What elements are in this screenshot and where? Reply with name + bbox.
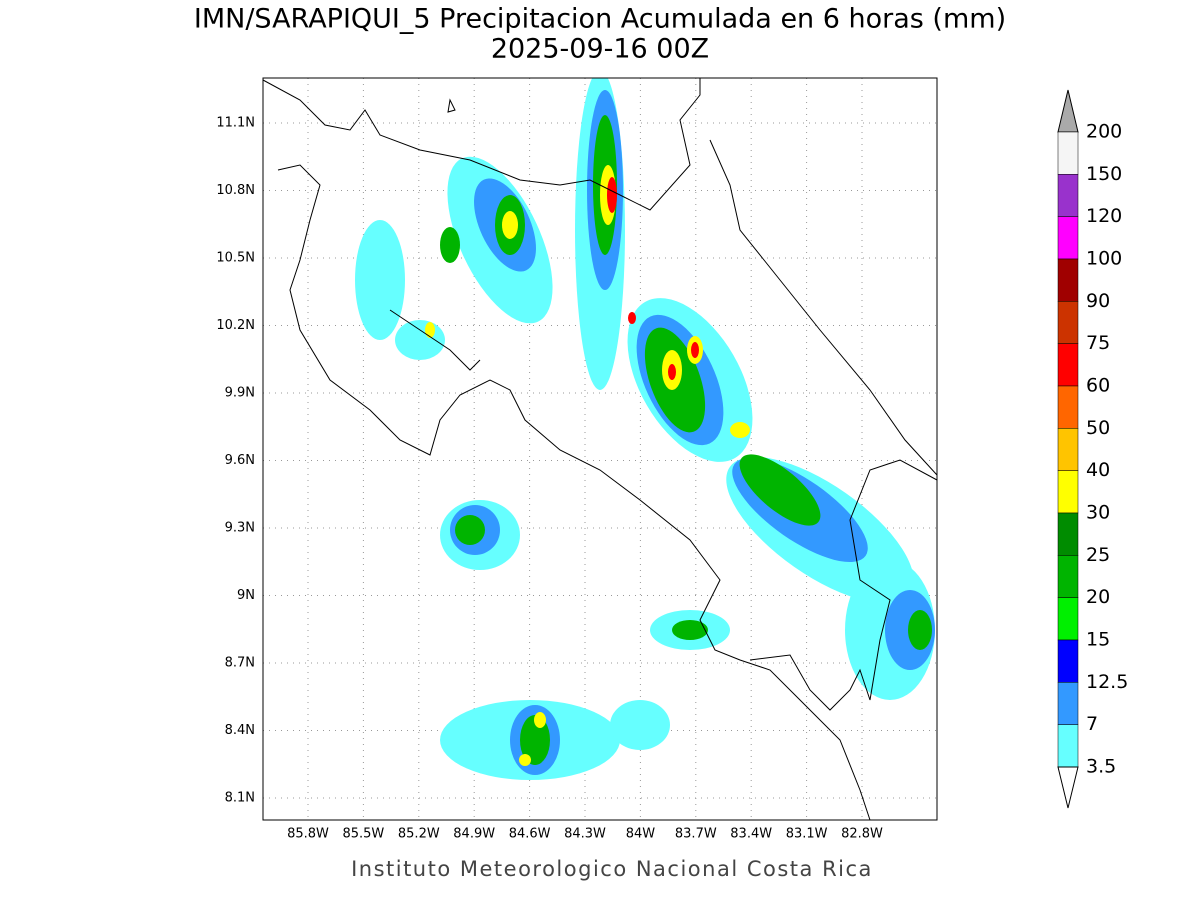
colorbar-box — [1057, 724, 1079, 768]
lat-label: 10.5N — [216, 251, 255, 266]
colorbar-label: 3.5 — [1086, 756, 1116, 778]
colorbar-label: 7 — [1086, 713, 1098, 735]
lat-label: 9N — [237, 588, 255, 603]
colorbar-label: 90 — [1086, 290, 1110, 312]
lon-label: 84.9W — [453, 827, 495, 842]
map-area — [263, 78, 937, 820]
colorbar-label: 120 — [1086, 205, 1122, 227]
lon-label: 85.8W — [287, 827, 329, 842]
colorbar-label: 150 — [1086, 163, 1122, 185]
colorbar-box — [1057, 512, 1079, 556]
lon-label: 85.2W — [398, 827, 440, 842]
map-frame — [262, 77, 938, 821]
colorbar-label: 40 — [1086, 459, 1110, 481]
colorbar-over — [1057, 89, 1079, 133]
colorbar-label: 15 — [1086, 629, 1110, 651]
lon-label: 83.1W — [786, 827, 828, 842]
colorbar-box — [1057, 216, 1079, 260]
lon-label: 83.4W — [730, 827, 772, 842]
colorbar-box — [1057, 131, 1079, 175]
colorbar-box — [1057, 174, 1079, 217]
lat-label: 8.7N — [225, 656, 255, 671]
lon-label: 82.8W — [841, 827, 883, 842]
lat-label: 9.6N — [225, 453, 255, 468]
colorbar-box — [1057, 470, 1079, 514]
colorbar-label: 12.5 — [1086, 671, 1128, 693]
lat-label: 10.2N — [216, 318, 255, 333]
lon-label: 84.3W — [564, 827, 606, 842]
colorbar-label: 100 — [1086, 248, 1122, 270]
lon-label: 83.7W — [675, 827, 717, 842]
lat-label: 8.4N — [225, 723, 255, 738]
colorbar-label: 30 — [1086, 502, 1110, 524]
colorbar-box — [1057, 343, 1079, 387]
lat-label: 9.3N — [225, 521, 255, 536]
colorbar-label: 75 — [1086, 332, 1110, 354]
lon-label: 84.6W — [509, 827, 551, 842]
lat-label: 10.8N — [216, 183, 255, 198]
colorbar-box — [1057, 258, 1079, 302]
colorbar-box — [1057, 639, 1079, 683]
colorbar-label: 50 — [1086, 417, 1110, 439]
footer: Instituto Meteorologico Nacional Costa R… — [351, 857, 873, 881]
lat-label: 11.1N — [216, 116, 255, 131]
lon-label: 84W — [626, 827, 656, 842]
colorbar-label: 25 — [1086, 544, 1110, 566]
colorbar-label: 20 — [1086, 586, 1110, 608]
colorbar-under — [1057, 766, 1079, 809]
colorbar: 200 150 120 100 90 75 60 50 40 30 25 20 15 12.5 7 3.5 — [1057, 89, 1128, 809]
colorbar-box — [1057, 555, 1079, 598]
lat-label: 8.1N — [225, 791, 255, 806]
colorbar-box — [1057, 682, 1079, 725]
colorbar-box — [1057, 597, 1079, 641]
coastline — [263, 78, 937, 820]
colorbar-box — [1057, 385, 1079, 429]
title: IMN/SARAPIQUI_5 Precipitacion Acumulada … — [194, 4, 1006, 35]
colorbar-label: 60 — [1086, 375, 1110, 397]
subtitle: 2025-09-16 00Z — [491, 34, 709, 65]
colorbar-box — [1057, 428, 1079, 471]
colorbar-box — [1057, 301, 1079, 344]
lon-label: 85.5W — [342, 827, 384, 842]
precip-blobs — [355, 78, 935, 780]
lat-label: 9.9N — [225, 386, 255, 401]
colorbar-label: 200 — [1086, 121, 1122, 143]
